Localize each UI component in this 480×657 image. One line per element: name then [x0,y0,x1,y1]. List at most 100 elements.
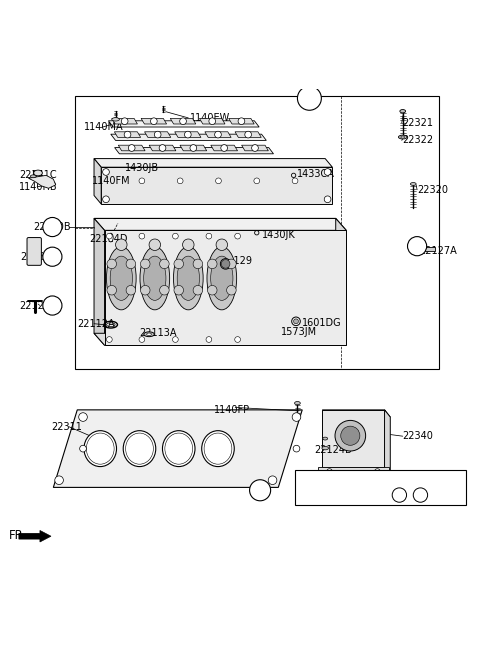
Polygon shape [336,218,346,345]
Circle shape [324,196,331,202]
Circle shape [374,468,380,474]
Circle shape [174,285,183,295]
Text: 1140FM: 1140FM [92,176,130,186]
Ellipse shape [398,135,407,139]
Polygon shape [228,118,254,124]
Text: 2: 2 [49,252,56,261]
Ellipse shape [30,175,36,178]
Circle shape [206,233,212,239]
Ellipse shape [162,431,195,466]
Circle shape [324,169,331,175]
Ellipse shape [144,256,166,300]
Ellipse shape [211,256,233,300]
Polygon shape [105,231,346,345]
Circle shape [193,285,203,295]
Text: 1430JB: 1430JB [125,163,159,173]
Text: 1140FP: 1140FP [214,405,250,415]
Ellipse shape [173,246,203,310]
Circle shape [107,285,117,295]
Circle shape [238,118,245,125]
Polygon shape [318,467,389,476]
Text: 1140MA: 1140MA [84,122,124,133]
Text: 22113A: 22113A [140,328,177,338]
Polygon shape [323,410,390,417]
Text: 22321: 22321 [403,118,434,127]
Circle shape [159,285,169,295]
Circle shape [268,476,277,484]
Text: 22125A: 22125A [19,300,57,311]
Polygon shape [205,132,231,137]
Circle shape [155,131,161,138]
Circle shape [184,131,191,138]
Ellipse shape [410,183,416,185]
Polygon shape [149,145,176,151]
Text: 4: 4 [418,491,423,499]
Polygon shape [111,134,266,141]
Circle shape [408,237,427,256]
Polygon shape [241,145,268,151]
Circle shape [292,178,298,184]
Circle shape [79,413,87,421]
Circle shape [159,259,169,269]
Text: 1573JM: 1573JM [281,327,317,337]
Circle shape [139,178,145,184]
Bar [75,97,439,369]
Circle shape [335,420,366,451]
Circle shape [116,239,127,250]
Circle shape [245,131,252,138]
Text: 22311: 22311 [51,422,82,432]
Text: 22114D: 22114D [89,235,128,244]
Text: 22322: 22322 [403,135,434,145]
Ellipse shape [140,246,169,310]
Bar [295,470,467,505]
Ellipse shape [294,319,299,324]
Circle shape [128,145,135,151]
Polygon shape [211,145,238,151]
Ellipse shape [107,246,136,310]
Circle shape [293,445,300,452]
Ellipse shape [84,431,117,466]
Circle shape [103,196,109,202]
Text: 1430JK: 1430JK [262,230,295,240]
Circle shape [172,336,178,342]
Polygon shape [235,132,261,137]
Text: 1601DG: 1601DG [302,318,342,328]
Text: 1140EW: 1140EW [190,113,230,123]
Text: 1140HB: 1140HB [19,182,58,192]
Text: 22129: 22129 [221,256,252,267]
Circle shape [43,296,62,315]
Circle shape [55,476,63,484]
Circle shape [221,260,230,268]
Text: 22320: 22320 [417,185,448,194]
Polygon shape [118,145,145,151]
Text: 3: 3 [49,300,56,311]
Circle shape [216,239,228,250]
Circle shape [227,259,236,269]
Polygon shape [200,118,225,124]
Circle shape [141,259,150,269]
Text: 22110B: 22110B [33,222,71,232]
Ellipse shape [322,447,328,450]
Circle shape [177,178,183,184]
Polygon shape [180,145,207,151]
Circle shape [207,285,217,295]
Polygon shape [94,158,332,168]
Text: 1: 1 [49,222,56,232]
Ellipse shape [108,233,113,242]
Circle shape [221,145,228,151]
Circle shape [326,468,332,474]
Text: 1: 1 [397,491,402,499]
Circle shape [216,178,221,184]
Circle shape [43,247,62,266]
Polygon shape [323,410,384,467]
Circle shape [252,145,258,151]
Circle shape [298,86,322,110]
Circle shape [43,217,62,237]
Circle shape [149,239,160,250]
Circle shape [235,336,240,342]
Text: A: A [256,486,264,495]
Circle shape [126,285,136,295]
Circle shape [250,480,271,501]
Circle shape [107,336,112,342]
Circle shape [124,131,131,138]
